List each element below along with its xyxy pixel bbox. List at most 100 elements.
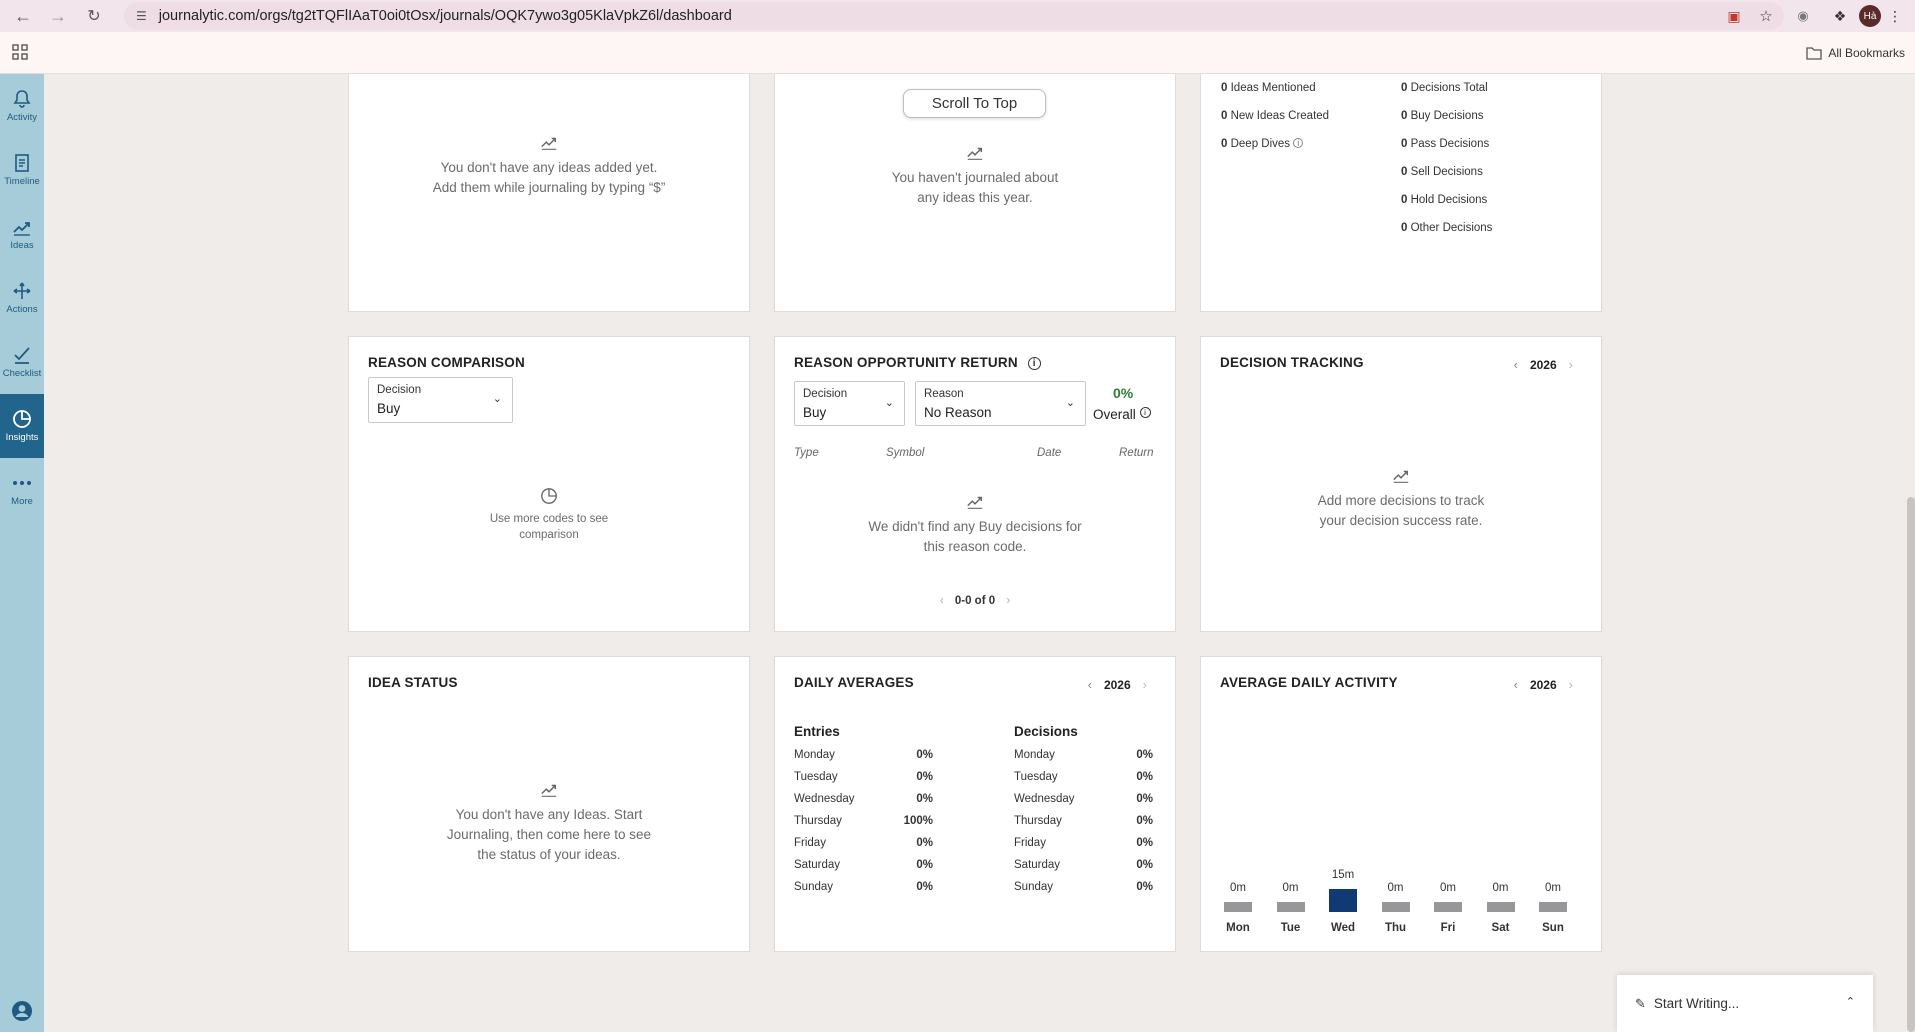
url-text: journalytic.com/orgs/tg2tTQFlIAaT0oi0tOs… (158, 8, 732, 24)
stat-new-ideas: 0 New Ideas Created (1221, 110, 1330, 122)
trend-icon (13, 222, 30, 236)
start-writing-button[interactable]: ✎ Start Writing... ⌃ (1617, 975, 1873, 1032)
ideas-stats: 0 Ideas Mentioned 0 New Ideas Created 0 … (1221, 80, 1329, 164)
trend-icon (541, 784, 557, 797)
install-icon[interactable]: ▣ (1727, 7, 1741, 24)
reason-comparison-card: REASON COMPARISON Decision Buy ⌄ Use mor… (348, 336, 750, 632)
empty-line: You haven't journaled about (891, 170, 1059, 185)
year-label: 2026 (1529, 357, 1557, 372)
info-icon[interactable]: i (1293, 138, 1304, 148)
stat-sell-decisions: 0 Sell Decisions (1401, 166, 1483, 178)
column-header-return[interactable]: Return (1119, 447, 1154, 459)
year-label: 2026 (1103, 677, 1131, 692)
scroll-to-top-button[interactable]: Scroll To Top (903, 89, 1046, 118)
nav-timeline[interactable]: Timeline (0, 138, 44, 202)
nav-more[interactable]: More (0, 458, 44, 522)
chevron-right-icon[interactable]: › (1568, 677, 1573, 692)
camera-icon[interactable]: ◉ (1797, 8, 1809, 23)
extensions-icon[interactable]: ❖ (1833, 7, 1847, 24)
back-icon[interactable]: ← (14, 5, 32, 26)
bar-mon[interactable]: 0m Mon (1223, 657, 1253, 953)
nav-checklist[interactable]: Checklist (0, 330, 44, 394)
decision-select[interactable]: Decision Buy ⌄ (794, 381, 905, 426)
entries-heading: Entries (794, 724, 840, 739)
info-icon[interactable]: i (1139, 407, 1151, 418)
pagination: ‹ 0-0 of 0 › (775, 595, 1175, 607)
chevron-right-icon[interactable]: › (1142, 677, 1147, 692)
bar-wed[interactable]: 15m Wed (1328, 657, 1358, 953)
nav-timeline-label: Timeline (4, 176, 40, 187)
nav-insights[interactable]: Insights (0, 394, 44, 458)
overall-return-pct: 0% (1113, 385, 1134, 401)
nav-ideas[interactable]: Ideas (0, 202, 44, 266)
stat-buy-decisions: 0 Buy Decisions (1401, 110, 1484, 122)
year-selector: ‹ 2026 › (1088, 677, 1147, 692)
star-icon[interactable]: ☆ (1759, 8, 1773, 25)
day-label: Monday (1014, 749, 1055, 761)
stat-decisions-total: 0 Decisions Total (1401, 82, 1488, 94)
column-header-date[interactable]: Date (1037, 447, 1062, 459)
decisions-row: Saturday 0% (1014, 859, 1154, 871)
bar-mark (1224, 902, 1252, 912)
browser-toolbar: ← → ↻ ☰ journalytic.com/orgs/tg2tTQFlIAa… (0, 0, 1915, 32)
menu-icon[interactable]: ⋮ (1888, 7, 1902, 24)
bar-fri[interactable]: 0m Fri (1433, 657, 1463, 953)
reason-select[interactable]: Reason No Reason ⌄ (915, 381, 1086, 426)
bar-tue[interactable]: 0m Tue (1276, 657, 1306, 953)
bar-sun[interactable]: 0m Sun (1538, 657, 1568, 953)
all-bookmarks[interactable]: All Bookmarks (1806, 46, 1905, 60)
card-title: IDEA STATUS (368, 675, 458, 690)
day-label: Saturday (1014, 859, 1061, 871)
idea-status-empty-state: You don't have any Ideas. Start Journali… (349, 781, 749, 865)
site-info-icon[interactable]: ☰ (136, 9, 147, 23)
nav-activity-label: Activity (6, 112, 38, 123)
apps-grid-icon[interactable] (12, 44, 28, 60)
arrows-icon (13, 282, 31, 299)
card-title: DAILY AVERAGES (794, 675, 914, 690)
chevron-right-icon[interactable]: › (1006, 595, 1011, 607)
decisions-row: Sunday 0% (1014, 881, 1154, 893)
entries-row: Tuesday 0% (794, 771, 934, 783)
empty-line: Add more decisions to track (1317, 493, 1485, 508)
forward-icon[interactable]: → (49, 5, 67, 26)
day-pct: 0% (916, 749, 933, 761)
page-scrollbar[interactable] (1907, 497, 1915, 1032)
info-icon[interactable]: i (1027, 357, 1041, 370)
day-pct: 0% (916, 771, 933, 783)
empty-line: the status of your ideas. (477, 847, 621, 862)
nav-insights-label: Insights (5, 432, 39, 443)
account-button[interactable] (0, 1000, 44, 1022)
bar-mark (1486, 902, 1515, 912)
nav-activity[interactable]: Activity (0, 74, 44, 138)
chevron-right-icon[interactable]: › (1568, 357, 1573, 372)
address-bar[interactable]: ☰ journalytic.com/orgs/tg2tTQFlIAaT0oi0t… (124, 2, 1784, 30)
bar-sat[interactable]: 0m Sat (1486, 657, 1516, 953)
year-selector: ‹ 2026 › (1514, 677, 1573, 692)
decision-select[interactable]: Decision Buy ⌄ (368, 377, 513, 423)
chevron-left-icon[interactable]: ‹ (939, 595, 944, 607)
empty-line: this reason code. (923, 539, 1027, 554)
chevron-down-icon: ⌄ (1065, 397, 1075, 409)
return-empty-state: We didn't find any Buy decisions for thi… (775, 493, 1175, 557)
column-header-type[interactable]: Type (794, 447, 819, 459)
ideas-card: You don't have any ideas added yet. Add … (348, 74, 750, 312)
entries-row: Monday 0% (794, 749, 934, 761)
bar-value-label: 0m (1492, 882, 1509, 894)
bar-thu[interactable]: 0m Thu (1381, 657, 1411, 953)
bar-mark (1329, 889, 1357, 912)
bar-category-label: Sat (1491, 922, 1510, 934)
profile-avatar[interactable]: Hà (1859, 5, 1881, 27)
chevron-left-icon[interactable]: ‹ (1087, 677, 1092, 692)
nav-actions[interactable]: Actions (0, 266, 44, 330)
column-header-symbol[interactable]: Symbol (886, 447, 925, 459)
chevron-left-icon[interactable]: ‹ (1513, 357, 1518, 372)
stat-other-decisions: 0 Other Decisions (1401, 222, 1493, 234)
chevron-left-icon[interactable]: ‹ (1513, 677, 1518, 692)
bar-category-label: Tue (1280, 922, 1301, 934)
select-value: No Reason (924, 405, 992, 420)
reload-icon[interactable]: ↻ (87, 8, 101, 25)
day-label: Saturday (794, 859, 841, 871)
day-label: Tuesday (1014, 771, 1058, 783)
empty-line: Add them while journaling by typing “$” (432, 180, 666, 195)
entries-row: Wednesday 0% (794, 793, 934, 805)
